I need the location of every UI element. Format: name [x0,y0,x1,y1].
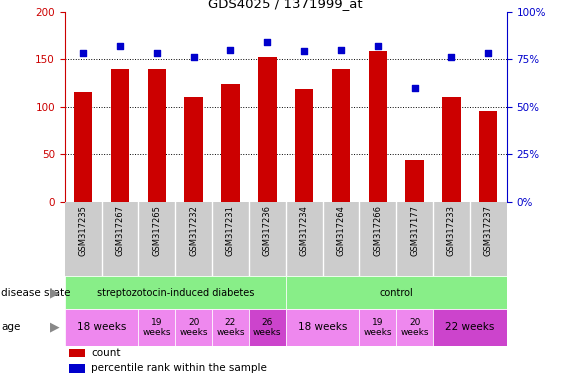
Text: 20
weeks: 20 weeks [180,318,208,337]
Bar [479,111,498,202]
Bar [405,160,424,202]
Bar [148,68,166,202]
Point [115,43,124,49]
Text: 19
weeks: 19 weeks [364,318,392,337]
Bar [285,276,507,309]
Point [79,50,88,56]
Point [189,54,198,60]
Text: GSM317177: GSM317177 [410,205,419,257]
Bar [369,51,387,202]
Text: GSM317235: GSM317235 [79,205,88,256]
Bar [69,349,84,357]
Bar [212,309,249,346]
Text: GSM317237: GSM317237 [484,205,493,257]
Text: GSM317234: GSM317234 [300,205,309,256]
Text: 22
weeks: 22 weeks [216,318,245,337]
Bar [332,68,350,202]
Bar [65,309,138,346]
Point [300,48,309,55]
Bar [138,309,175,346]
Point [484,50,493,56]
Text: GSM317231: GSM317231 [226,205,235,256]
Point [373,43,382,49]
Point [447,54,456,60]
Point [337,46,346,53]
Bar [285,309,359,346]
Text: 22 weeks: 22 weeks [445,322,494,333]
Text: control: control [379,288,413,298]
Text: 18 weeks: 18 weeks [298,322,347,333]
Text: 20
weeks: 20 weeks [400,318,429,337]
Point [226,46,235,53]
Bar [185,97,203,202]
Bar [258,57,276,202]
Text: 18 weeks: 18 weeks [77,322,126,333]
Bar [249,309,286,346]
Bar [111,68,129,202]
Text: 19
weeks: 19 weeks [142,318,171,337]
Bar [74,92,92,202]
Text: GSM317267: GSM317267 [115,205,124,257]
Bar [69,364,84,372]
Text: streptozotocin-induced diabetes: streptozotocin-induced diabetes [96,288,254,298]
Text: GSM317264: GSM317264 [337,205,346,256]
Point [410,84,419,91]
Point [153,50,162,56]
Text: GSM317232: GSM317232 [189,205,198,256]
Text: count: count [91,348,120,358]
Bar [295,89,314,202]
Bar [175,309,212,346]
Bar [433,309,507,346]
Point [263,39,272,45]
Text: GSM317265: GSM317265 [153,205,162,256]
Bar [359,309,396,346]
Text: age: age [1,322,20,333]
Text: percentile rank within the sample: percentile rank within the sample [91,363,267,373]
Bar [443,97,461,202]
Title: GDS4025 / 1371999_at: GDS4025 / 1371999_at [208,0,363,10]
Text: 26
weeks: 26 weeks [253,318,282,337]
Text: disease state: disease state [1,288,70,298]
Text: GSM317233: GSM317233 [447,205,456,257]
Bar [65,276,285,309]
Bar [221,84,240,202]
Text: GSM317236: GSM317236 [263,205,272,257]
Text: GSM317266: GSM317266 [373,205,382,257]
Bar [396,309,433,346]
Text: ▶: ▶ [50,321,59,334]
Text: ▶: ▶ [50,286,59,299]
